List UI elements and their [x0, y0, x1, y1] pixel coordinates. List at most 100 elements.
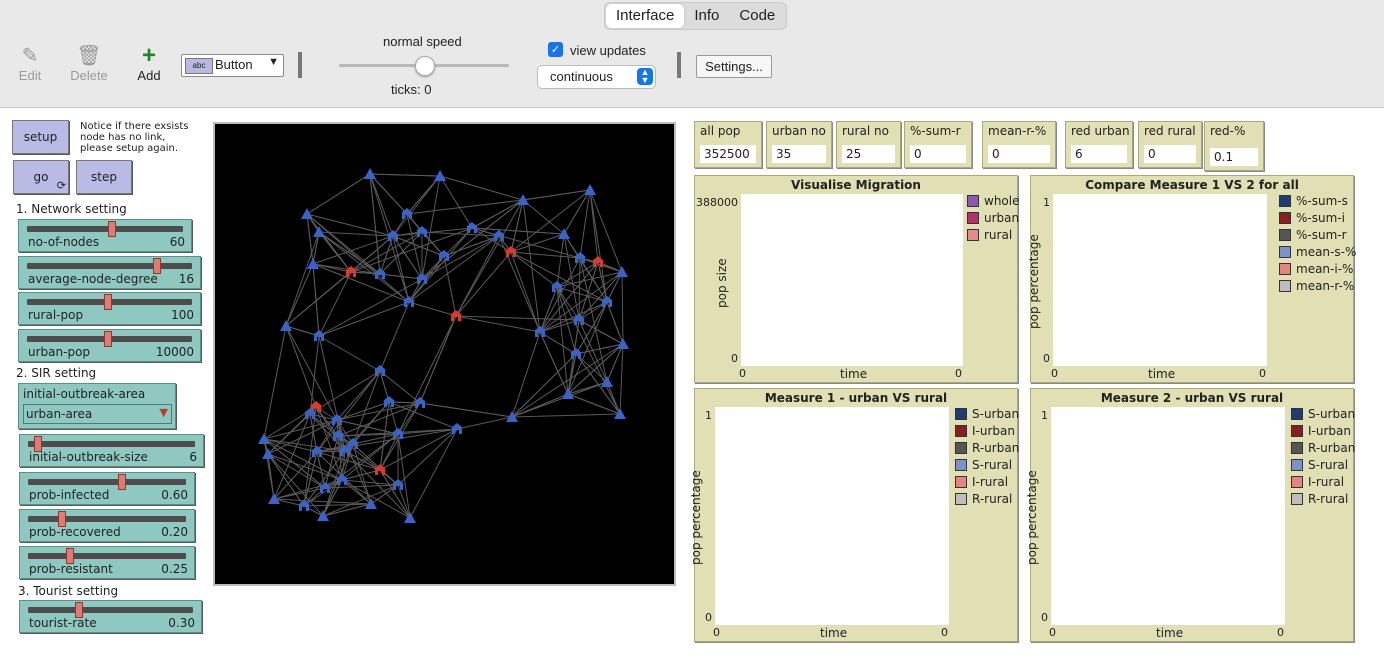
legend-label: %-sum-s	[1296, 194, 1348, 208]
legend-label: rural	[984, 228, 1012, 242]
monitor-value: 0	[1144, 145, 1196, 163]
tab-info[interactable]: Info	[684, 4, 729, 28]
slider-track[interactable]	[28, 553, 186, 559]
monitor-all-pop: all pop 352500	[694, 121, 762, 168]
speed-slider-thumb[interactable]	[415, 56, 435, 76]
legend-item: mean-s-%	[1279, 245, 1356, 259]
monitor-value: 0	[910, 145, 966, 163]
monitor-label: mean-r-%	[988, 124, 1046, 138]
delete-button[interactable]: 🗑 Delete	[66, 44, 112, 83]
legend-item: rural	[967, 228, 1012, 242]
go-button[interactable]: go ⟳	[13, 160, 69, 194]
legend-item: R-urban	[1291, 441, 1355, 455]
view-updates-checkbox[interactable]: ✓	[548, 42, 563, 57]
rural-node	[614, 408, 626, 419]
urban-node	[570, 348, 582, 359]
slider-track[interactable]	[27, 226, 183, 232]
network-link	[274, 452, 317, 499]
slider-track[interactable]	[28, 516, 186, 522]
slider-no-of-nodes[interactable]: no-of-nodes 60	[18, 219, 192, 252]
legend-label: I-rural	[1308, 475, 1344, 489]
monitor-red-: red-% 0.1	[1204, 121, 1264, 171]
setup-label: setup	[24, 130, 58, 144]
network-link	[620, 344, 623, 414]
slider-tourist-rate[interactable]: tourist-rate 0.30	[19, 600, 202, 633]
setup-button[interactable]: setup	[12, 120, 69, 154]
legend-label: S-urban	[1308, 407, 1355, 421]
slider-track[interactable]	[28, 607, 193, 613]
slider-prob-resistant[interactable]: prob-resistant 0.25	[19, 546, 195, 579]
monitor-value: 25	[842, 145, 895, 163]
slider-prob-infected[interactable]: prob-infected 0.60	[19, 472, 195, 505]
slider-urban-pop[interactable]: urban-pop 10000	[18, 329, 201, 362]
toolbar: Interface Info Code ✎ Edit 🗑 Delete + Ad…	[0, 0, 1384, 108]
network-link	[580, 190, 590, 258]
slider-track[interactable]	[27, 263, 192, 269]
tab-code[interactable]: Code	[729, 4, 785, 28]
monitor-label: %-sum-r	[910, 124, 961, 138]
slider-track[interactable]	[28, 441, 195, 447]
legend-label: whole	[984, 194, 1019, 208]
plot-area	[741, 194, 963, 366]
y-max-tick: 1	[1041, 409, 1048, 422]
edit-button[interactable]: ✎ Edit	[14, 44, 46, 83]
network-link	[398, 316, 456, 434]
initial-outbreak-area-chooser[interactable]: initial-outbreak-area urban-area ▼	[18, 383, 176, 429]
network-link	[313, 264, 319, 336]
slider-value: 10000	[156, 345, 194, 359]
slider-value: 100	[171, 308, 194, 322]
network-link	[274, 499, 371, 504]
network-link	[420, 316, 456, 403]
slider-rural-pop[interactable]: rural-pop 100	[18, 292, 201, 325]
slider-average-node-degree[interactable]: average-node-degree 16	[18, 256, 201, 289]
urban-node	[387, 230, 399, 241]
pencil-icon: ✎	[14, 44, 46, 68]
slider-thumb[interactable]	[104, 294, 112, 310]
legend-item: S-rural	[1291, 458, 1348, 472]
network-link	[511, 234, 564, 252]
legend-swatch	[1279, 195, 1291, 207]
triangle-down-icon: ▼	[160, 406, 168, 419]
y-min-tick: 0	[731, 352, 738, 365]
section-network: 1. Network setting	[16, 202, 127, 216]
monitor-mean-r-: mean-r-% 0	[982, 121, 1056, 168]
network-link	[319, 272, 351, 336]
network-link	[268, 414, 310, 454]
network-link	[304, 504, 371, 506]
slider-thumb[interactable]	[108, 221, 116, 237]
slider-prob-recovered[interactable]: prob-recovered 0.20	[19, 509, 195, 542]
chooser-value-box[interactable]: urban-area ▼	[23, 404, 172, 424]
legend-label: mean-s-%	[1296, 245, 1356, 259]
monitor-label: red rural	[1144, 124, 1196, 138]
world-view[interactable]	[213, 122, 676, 586]
legend-swatch	[1279, 229, 1291, 241]
update-mode-select[interactable]: continuous ▲ ▼	[537, 65, 656, 89]
legend-swatch	[967, 195, 979, 207]
slider-thumb[interactable]	[118, 474, 126, 490]
slider-label: average-node-degree	[28, 272, 158, 286]
slider-track[interactable]	[28, 479, 186, 485]
add-button[interactable]: + Add	[132, 44, 166, 83]
slider-thumb[interactable]	[104, 331, 112, 347]
settings-button[interactable]: Settings...	[696, 55, 772, 78]
legend-item: urban	[967, 211, 1019, 225]
legend-item: whole	[967, 194, 1019, 208]
network-link	[444, 256, 456, 316]
chooser-label: initial-outbreak-area	[23, 387, 145, 401]
network-link	[286, 264, 313, 326]
slider-value: 0.20	[161, 525, 188, 539]
step-button[interactable]: step	[76, 160, 132, 194]
rural-node	[364, 168, 376, 179]
tab-interface[interactable]: Interface	[606, 4, 684, 28]
widget-type-select[interactable]: abc Button ▼	[181, 54, 284, 77]
slider-label: urban-pop	[28, 345, 90, 359]
rural-node	[258, 433, 270, 444]
x-min-tick: 0	[1049, 626, 1056, 639]
monitor-label: all pop	[700, 124, 740, 138]
y-axis-label: pop percentage	[1027, 234, 1041, 329]
add-label: Add	[132, 68, 166, 83]
network-link	[579, 320, 623, 344]
slider-initial-outbreak-size[interactable]: initial-outbreak-size 6	[19, 434, 204, 467]
legend-item: I-rural	[1291, 475, 1344, 489]
network-graph	[215, 124, 674, 584]
